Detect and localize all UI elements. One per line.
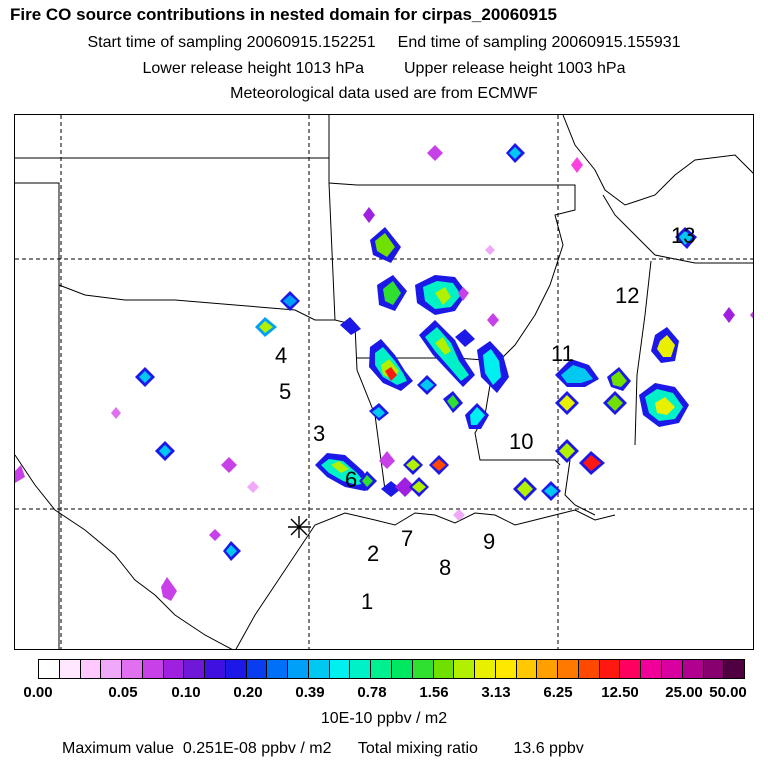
region-label-12: 12 <box>615 283 639 308</box>
color-scale-segment <box>59 660 81 678</box>
color-scale-segment <box>516 660 538 678</box>
color-scale-segment <box>433 660 455 678</box>
total-value: 13.6 ppbv <box>513 740 584 757</box>
total-label: Total mixing ratio <box>357 740 478 757</box>
scale-tick: 3.13 <box>481 684 511 701</box>
lat-lon-grid <box>15 115 753 649</box>
scale-tick: 12.50 <box>601 684 639 701</box>
region-label-13: 13 <box>671 223 695 248</box>
color-scale-segment <box>475 660 496 678</box>
coastline <box>15 454 616 649</box>
scale-tick: 1.56 <box>419 684 449 701</box>
scale-tick: 25.00 <box>665 684 703 701</box>
color-scale-segment <box>578 660 600 678</box>
color-scale-segment <box>101 660 123 678</box>
color-scale-segment <box>392 660 413 678</box>
region-label-5: 5 <box>279 379 291 404</box>
source-contributions <box>15 143 753 601</box>
color-scale-segment <box>724 660 745 678</box>
region-label-6: 6 <box>345 467 357 492</box>
color-scale-segment <box>80 660 102 678</box>
scale-tick: 0.39 <box>295 684 325 701</box>
color-scale-segment <box>350 660 372 678</box>
map-panel: 1 2 3 4 5 6 7 8 9 10 11 12 13 <box>14 114 754 650</box>
summary-line: Maximum value 0.251E-08 ppbv / m2 Total … <box>62 740 584 758</box>
color-scale-segment <box>39 660 60 678</box>
color-scale-segment <box>412 660 434 678</box>
release-heights: Lower release height 1013 hPa Upper relea… <box>0 60 768 78</box>
color-scale-segment <box>225 660 247 678</box>
color-scale-segment <box>620 660 642 678</box>
met-data-source: Meteorological data used are from ECMWF <box>230 85 538 102</box>
color-scale-segment <box>184 660 206 678</box>
scale-tick: 0.78 <box>357 684 387 701</box>
scale-tick: 6.25 <box>543 684 573 701</box>
color-scale-segment <box>163 660 185 678</box>
color-scale-segment <box>661 660 683 678</box>
color-scale-segment <box>205 660 226 678</box>
sampling-times: Start time of sampling 20060915.152251 En… <box>0 34 768 52</box>
scale-tick: 50.00 <box>709 684 747 701</box>
state-boundaries <box>15 115 753 649</box>
region-label-2: 2 <box>367 541 379 566</box>
lower-release-height: Lower release height 1013 hPa <box>142 60 365 77</box>
scale-tick: 0.10 <box>171 684 201 701</box>
map-title: Fire CO source contributions in nested d… <box>10 5 557 24</box>
color-scale-segment <box>267 660 289 678</box>
color-scale-segment <box>371 660 393 678</box>
region-label-1: 1 <box>361 589 373 614</box>
color-scale-segment <box>703 660 725 678</box>
color-scale-segment <box>308 660 330 678</box>
color-scale-segment <box>122 660 143 678</box>
color-scale-segment <box>454 660 476 678</box>
color-scale-segment <box>537 660 559 678</box>
color-scale-segment <box>641 660 662 678</box>
end-time: End time of sampling 20060915.155931 <box>397 34 681 51</box>
max-label: Maximum value <box>62 740 175 757</box>
scale-tick: 0.05 <box>108 684 138 701</box>
upper-release-height: Upper release height 1003 hPa <box>404 60 626 77</box>
release-point-marker <box>288 516 311 538</box>
color-scale-segment <box>246 660 268 678</box>
scale-units: 10E-10 ppbv / m2 <box>320 710 448 727</box>
region-label-11: 11 <box>551 341 574 366</box>
region-label-3: 3 <box>313 421 325 446</box>
max-value: 0.251E-08 ppbv / m2 <box>182 740 332 757</box>
color-scale-bar <box>38 659 745 679</box>
region-label-10: 10 <box>509 429 533 454</box>
color-scale-segment <box>599 660 621 678</box>
region-label-8: 8 <box>439 555 451 580</box>
scale-tick: 0.00 <box>23 684 53 701</box>
color-scale-segment <box>288 660 309 678</box>
region-labels: 1 2 3 4 5 6 7 8 9 10 11 12 13 <box>275 223 695 614</box>
color-scale-segment <box>329 660 351 678</box>
region-label-7: 7 <box>401 526 413 551</box>
region-label-9: 9 <box>483 529 495 554</box>
map-canvas: 1 2 3 4 5 6 7 8 9 10 11 12 13 <box>15 115 753 649</box>
start-time: Start time of sampling 20060915.152251 <box>87 34 376 51</box>
color-scale-segment <box>142 660 164 678</box>
color-scale-segment <box>495 660 517 678</box>
scale-tick: 0.20 <box>233 684 263 701</box>
region-label-4: 4 <box>275 343 287 368</box>
color-scale-segment <box>558 660 579 678</box>
color-scale-segment <box>682 660 704 678</box>
